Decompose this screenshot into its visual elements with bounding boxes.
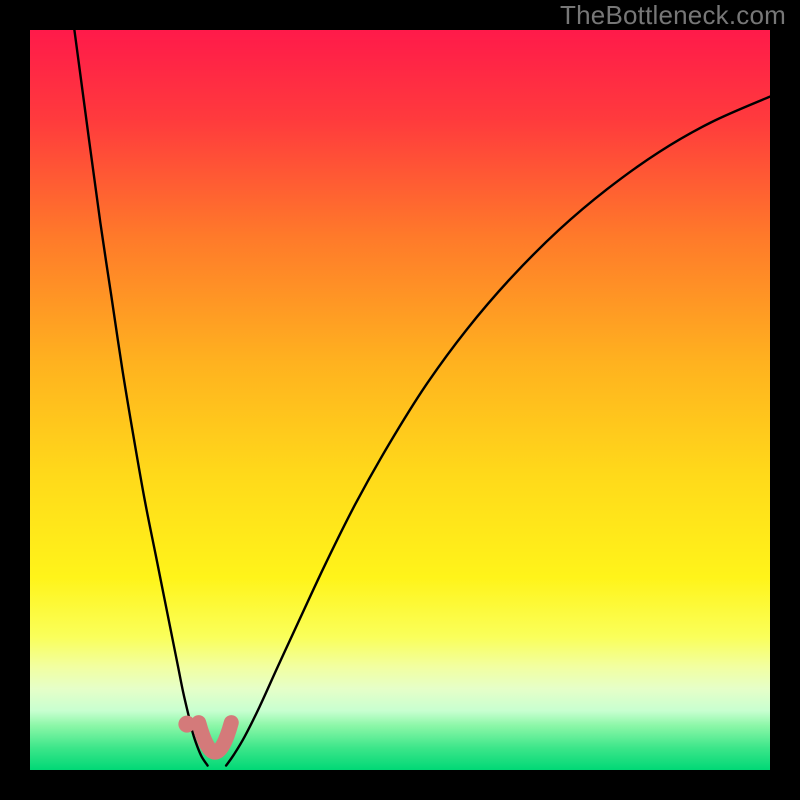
canvas-root: TheBottleneck.com bbox=[0, 0, 800, 800]
watermark-text: TheBottleneck.com bbox=[560, 0, 786, 31]
bottleneck-gradient-chart bbox=[0, 0, 800, 800]
plot-background-gradient bbox=[30, 30, 770, 770]
